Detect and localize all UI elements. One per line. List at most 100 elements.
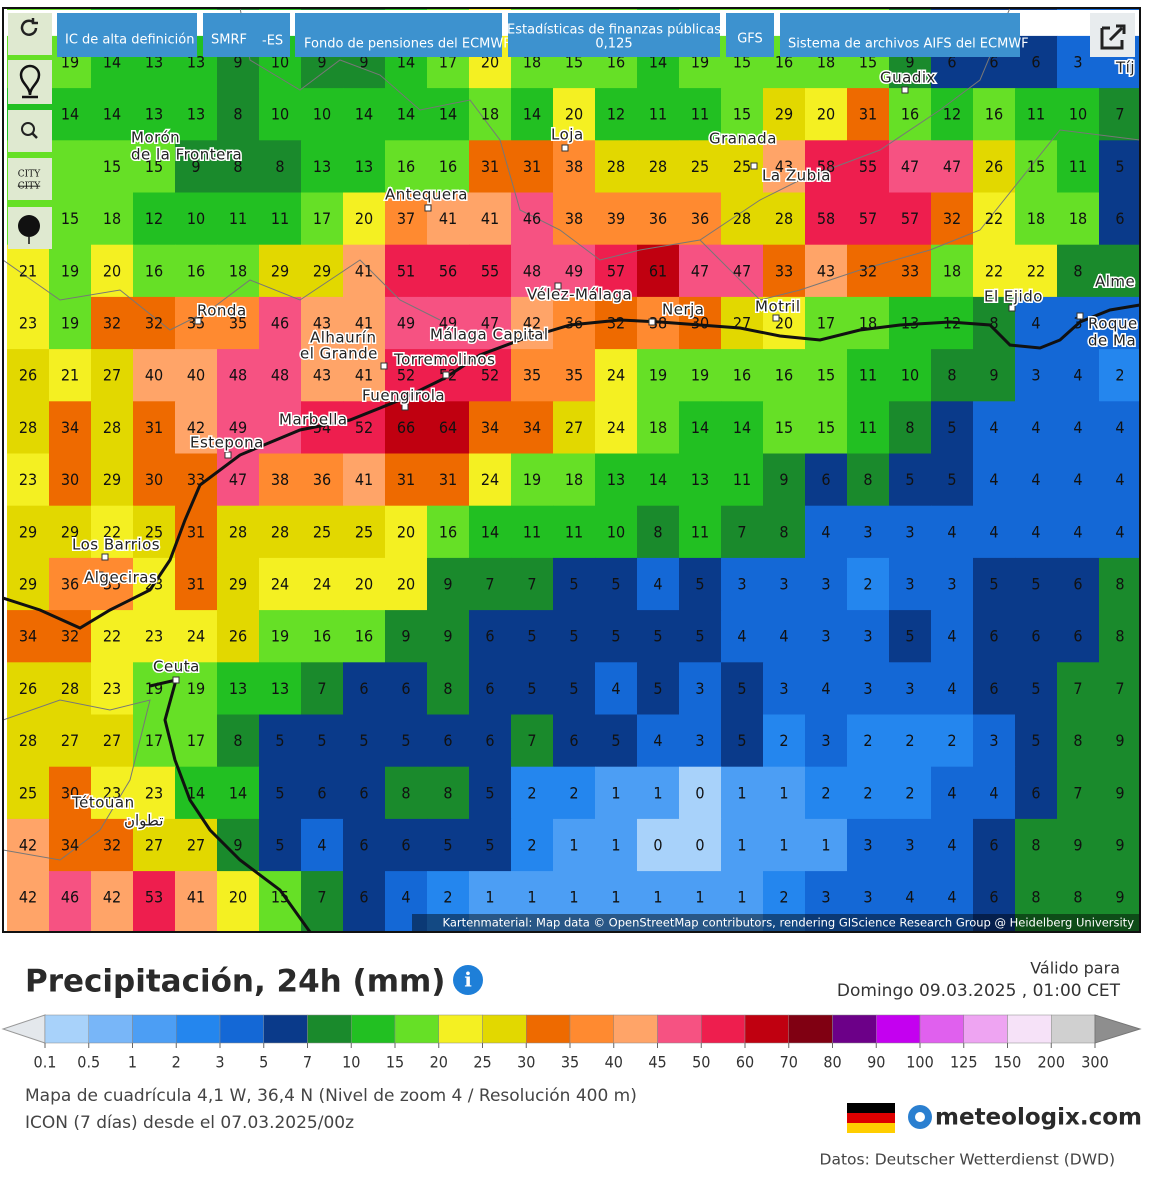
grid-value: 18 bbox=[565, 470, 583, 489]
side-buttons bbox=[8, 13, 52, 249]
grid-cell bbox=[175, 244, 218, 298]
grid-cell bbox=[847, 296, 890, 350]
grid-value: 31 bbox=[187, 575, 205, 594]
grid-value: 19 bbox=[61, 314, 79, 333]
grid-value: 6 bbox=[485, 731, 494, 750]
grid-cell bbox=[805, 88, 848, 141]
grid-cell bbox=[1015, 766, 1058, 820]
grid-value: 27 bbox=[103, 366, 121, 385]
grid-cell bbox=[7, 453, 50, 507]
grid-value: 56 bbox=[439, 261, 457, 280]
place-dot bbox=[96, 571, 104, 579]
grid-value: 2 bbox=[527, 783, 536, 802]
grid-cell bbox=[511, 140, 554, 193]
grid-cell bbox=[847, 766, 890, 820]
grid-cell bbox=[679, 818, 722, 872]
legend-tick-label: 20 bbox=[430, 1053, 448, 1072]
button[interactable] bbox=[295, 13, 502, 57]
grid-cell bbox=[931, 140, 974, 193]
grid-cell bbox=[637, 871, 680, 932]
grid-cell bbox=[553, 766, 596, 820]
grid-cell bbox=[343, 453, 386, 507]
grid-value: 1 bbox=[821, 836, 830, 855]
grid-cell bbox=[1015, 714, 1058, 768]
grid-value: 14 bbox=[397, 53, 415, 72]
grid-value: 13 bbox=[355, 157, 373, 176]
grid-cell bbox=[91, 88, 134, 141]
grid-cell bbox=[931, 766, 974, 820]
valid-label: Válido para bbox=[1030, 959, 1120, 978]
grid-cell bbox=[1099, 610, 1140, 663]
grid-value: 19 bbox=[61, 261, 79, 280]
grid-cell bbox=[343, 557, 386, 611]
place-label: Málaga Capital bbox=[430, 326, 549, 344]
grid-value: 17 bbox=[817, 314, 835, 333]
grid-cell bbox=[217, 505, 260, 559]
button[interactable] bbox=[57, 13, 197, 57]
info-icon[interactable] bbox=[453, 965, 483, 995]
place-label: Vélez-Málaga bbox=[527, 286, 632, 304]
grid-value: 8 bbox=[233, 105, 242, 124]
grid-cell bbox=[721, 766, 764, 820]
place-dot bbox=[901, 86, 909, 94]
grid-cell bbox=[847, 88, 890, 141]
map bbox=[7, 8, 1140, 932]
grid-cell bbox=[721, 557, 764, 611]
grid-value: 48 bbox=[523, 261, 541, 280]
grid-value: 14 bbox=[187, 783, 205, 802]
grid-value: 23 bbox=[145, 627, 163, 646]
grid-cell bbox=[1099, 871, 1140, 932]
grid-cell bbox=[49, 453, 92, 507]
grid-value: 49 bbox=[439, 314, 457, 333]
grid-cell bbox=[7, 401, 50, 454]
grid-value: 24 bbox=[607, 418, 625, 437]
place-label: Torremolinos bbox=[393, 351, 495, 369]
grid-cell bbox=[847, 349, 890, 402]
zoom-button[interactable] bbox=[8, 110, 52, 152]
grid-cell bbox=[973, 714, 1016, 768]
legend-tick-label: 1 bbox=[128, 1053, 137, 1072]
grid-cell bbox=[637, 505, 680, 559]
grid-value: 57 bbox=[607, 261, 625, 280]
grid-value: 14 bbox=[523, 105, 541, 124]
grid-values: 19 14 13 13 9 10 9 9 14 17 20 18 15 16 14 19 15 16 18 15 9 6 6… bbox=[19, 53, 1125, 907]
grid-cell bbox=[595, 88, 638, 141]
grid-cell bbox=[427, 662, 470, 715]
grid-value: 32 bbox=[61, 627, 79, 646]
grid-cell bbox=[427, 296, 470, 350]
grid-value: 13 bbox=[145, 53, 163, 72]
grid-value: 2 bbox=[527, 836, 536, 855]
grid-value: 28 bbox=[61, 679, 79, 698]
grid-value: 4 bbox=[947, 679, 956, 698]
grid-cell bbox=[679, 505, 722, 559]
grid-value: 3 bbox=[779, 679, 788, 698]
city-button[interactable] bbox=[8, 158, 52, 200]
place-label: Algeciras bbox=[84, 569, 157, 587]
grid-value: 17 bbox=[313, 209, 331, 228]
grid-value: 4 bbox=[1031, 418, 1040, 437]
grid-cell bbox=[637, 662, 680, 715]
grid-value: 47 bbox=[901, 157, 919, 176]
grid-cell bbox=[511, 349, 554, 402]
grid-value: 5 bbox=[569, 679, 578, 698]
button[interactable] bbox=[726, 13, 774, 57]
share-button[interactable] bbox=[1090, 13, 1135, 57]
grid-value: 19 bbox=[187, 679, 205, 698]
grid-value: 20 bbox=[481, 53, 499, 72]
pin-icon bbox=[19, 64, 41, 99]
grid-value: 8 bbox=[989, 314, 998, 333]
grid-cell bbox=[217, 871, 260, 932]
grid-value: 3 bbox=[779, 575, 788, 594]
grid-value: 4 bbox=[1031, 522, 1040, 541]
button[interactable] bbox=[508, 13, 720, 57]
grid-cell bbox=[133, 766, 176, 820]
grid-value: 4 bbox=[1073, 418, 1082, 437]
grid-cell bbox=[259, 140, 302, 193]
grid-cell bbox=[679, 192, 722, 246]
grid-cell bbox=[1099, 401, 1140, 454]
grid-value: 29 bbox=[61, 522, 79, 541]
grid-value: 26 bbox=[19, 366, 37, 385]
button[interactable] bbox=[203, 13, 290, 57]
button[interactable] bbox=[780, 13, 1020, 57]
grid-cell bbox=[847, 192, 890, 246]
